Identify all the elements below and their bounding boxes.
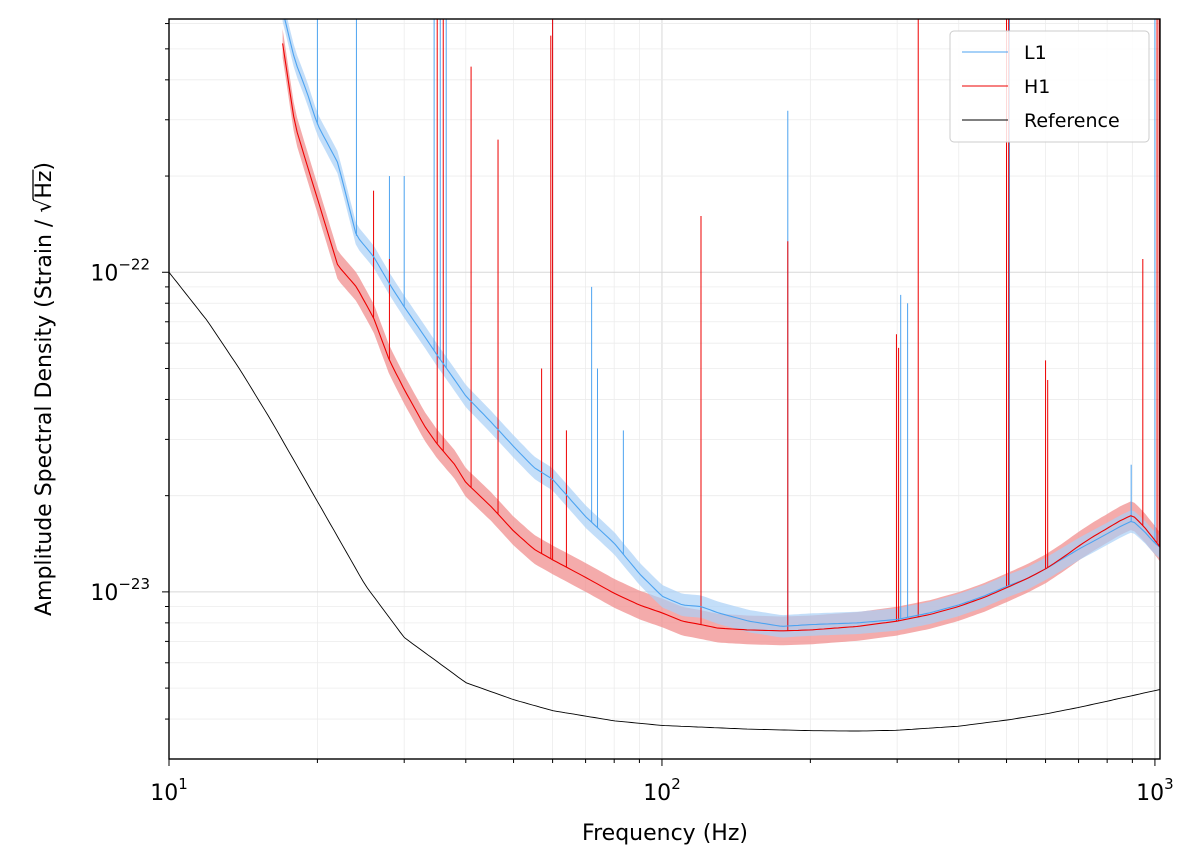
y-axis-title-suffix: )	[32, 162, 57, 171]
plot-frame	[168, 18, 1161, 760]
x-tick-label: 101	[150, 775, 188, 806]
axis-ticks: 101 102 103 10−23 10−22	[90, 23, 1174, 806]
legend-label: Reference	[1024, 110, 1120, 132]
legend-label: L1	[1024, 42, 1047, 64]
svg-text:Amplitude Spectral Density (St: Amplitude Spectral Density (Strain / √Hz…	[32, 162, 57, 616]
x-tick-label: 103	[1136, 775, 1174, 806]
x-axis-title: Frequency (Hz)	[582, 821, 748, 846]
x-tick-label: 102	[643, 775, 681, 806]
l1-series-line	[284, 19, 1160, 627]
legend-label: H1	[1024, 76, 1050, 98]
reference-series-line	[169, 272, 1160, 732]
series-lines	[169, 19, 1160, 732]
h1-series-line	[282, 43, 1160, 632]
y-tick-label: 10−23	[90, 575, 150, 606]
y-axis-title-radicand: Hz	[32, 171, 57, 199]
legend: L1 H1 Reference	[949, 30, 1150, 143]
y-tick-label: 10−22	[90, 255, 150, 286]
y-axis-title-prefix: Amplitude Spectral Density (Strain /	[32, 213, 57, 616]
y-axis-title-radical: √	[32, 198, 57, 213]
y-axis-title: Amplitude Spectral Density (Strain / √Hz…	[32, 162, 57, 616]
legend-box	[949, 30, 1150, 143]
